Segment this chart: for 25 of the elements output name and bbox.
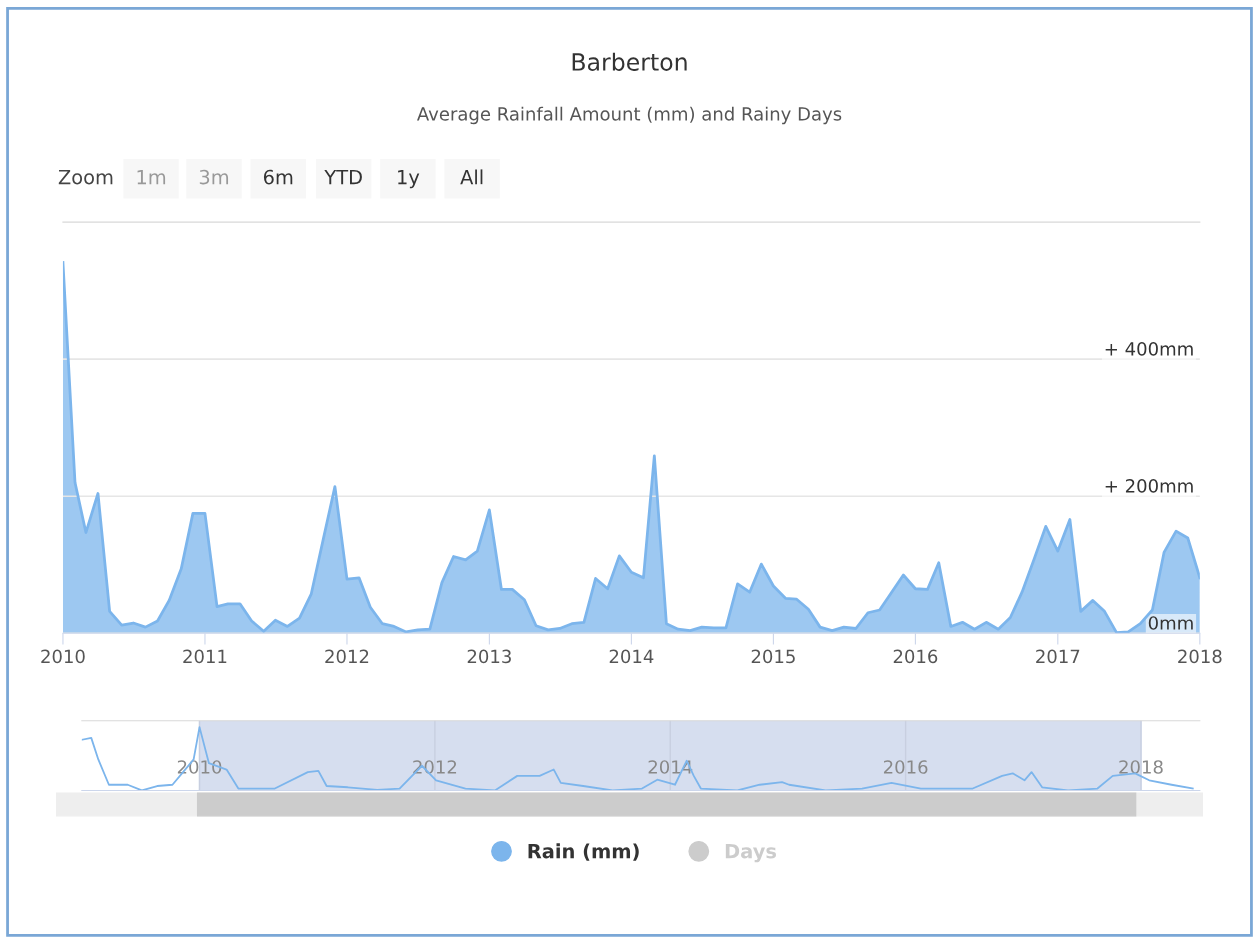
text: 3m [199, 169, 229, 185]
x-tick-label: 2012 [325, 649, 369, 664]
x-tick-label: 2011 [183, 649, 227, 664]
y-tick-label: + 400mm [1105, 341, 1193, 356]
x-tick-label: 2016 [883, 760, 928, 774]
x-tick-label: 2016 [893, 649, 938, 664]
text: Zoom [58, 169, 113, 185]
x-tick-label: 2010 [41, 649, 85, 664]
x-tick-label: 2018 [1119, 760, 1163, 774]
text: YTD [324, 169, 362, 185]
text: 6m [263, 169, 293, 185]
text: All [460, 169, 483, 185]
text: 1y [398, 169, 420, 189]
chart-title: Barberton [572, 52, 687, 71]
x-tick-label: 2013 [467, 649, 511, 664]
x-tick-label: 2017 [1036, 649, 1080, 664]
x-tick-label: 2018 [1178, 649, 1222, 664]
x-tick-label: 2012 [413, 760, 457, 774]
x-tick-label: 2014 [609, 649, 654, 664]
legend-label: Rain (mm) [528, 843, 639, 861]
y-tick-label: 0mm [1148, 616, 1193, 630]
x-tick-label: 2015 [751, 649, 795, 664]
chart-subtitle: Average Rainfall Amount (mm) and Rainy Days [417, 106, 842, 125]
text: 1m [137, 169, 166, 185]
y-tick-label: + 200mm [1105, 479, 1193, 493]
